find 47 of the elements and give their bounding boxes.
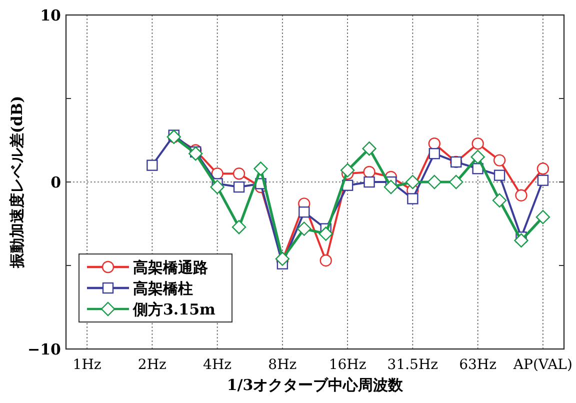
legend-label: 側方3.15m (132, 300, 216, 318)
point (364, 176, 375, 188)
point (470, 150, 485, 164)
point (254, 162, 268, 176)
x-tick-label: 63Hz (459, 357, 497, 373)
legend-label: 高架橋柱 (133, 279, 193, 298)
point (428, 148, 440, 160)
x-tick-label: 2Hz (138, 357, 166, 373)
point (493, 154, 506, 166)
y-tick-label: 0 (50, 173, 61, 192)
point (232, 220, 246, 234)
point (298, 206, 310, 218)
x-tick-label: AP(VAL) (512, 357, 572, 373)
point (537, 174, 549, 186)
point (427, 174, 442, 190)
y-tick-label: 10 (40, 6, 61, 24)
x-tick-label: 8Hz (268, 357, 297, 373)
legend-label: 高架橋通路 (133, 258, 208, 276)
point (536, 162, 550, 175)
point (188, 146, 203, 161)
point (210, 180, 224, 194)
x-tick-label: 4Hz (203, 357, 232, 373)
point (275, 252, 290, 266)
y-tick-label: −10 (28, 340, 61, 358)
y-axis-title: 振動加速度レベル差(dB) (8, 96, 26, 270)
x-axis-title: 1/3オクターブ中心周波数 (226, 376, 404, 394)
point (514, 233, 528, 248)
point (472, 137, 484, 150)
point (233, 181, 245, 193)
point (407, 193, 418, 204)
x-tick-label: 1Hz (72, 357, 102, 373)
point (318, 226, 333, 241)
point (232, 168, 246, 180)
point (515, 189, 528, 202)
point (406, 174, 420, 190)
x-tick-label: 31.5Hz (387, 357, 438, 373)
x-tick-label: 16Hz (328, 357, 366, 373)
point (449, 174, 464, 190)
point (362, 142, 376, 156)
point (320, 254, 332, 267)
point (146, 160, 158, 171)
point (494, 170, 506, 181)
point (340, 163, 355, 178)
point (384, 180, 398, 194)
point (492, 193, 507, 208)
point (536, 210, 550, 224)
point (297, 222, 312, 236)
